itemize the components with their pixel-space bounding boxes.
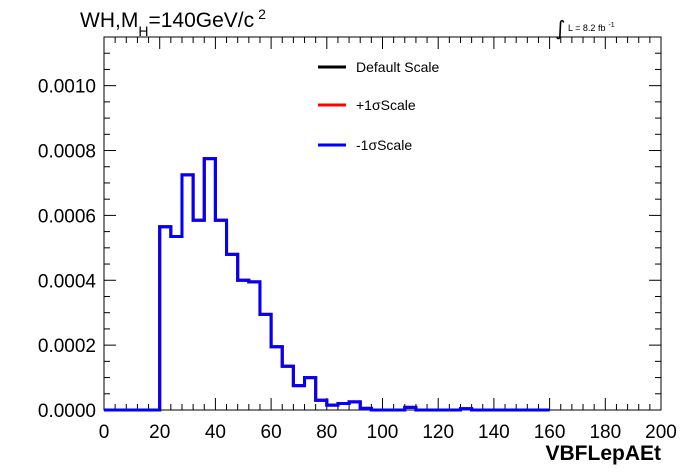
x-tick-label: 80	[316, 422, 337, 443]
x-tick-label: 160	[534, 422, 566, 443]
x-tick-label: 0	[99, 422, 110, 443]
series-line-1	[104, 157, 550, 412]
y-tick-label: 0.0006	[38, 206, 96, 227]
axis-ticks	[103, 36, 662, 411]
legend: Default Scale +1σScale -1σScale	[318, 59, 439, 153]
luminosity-integral: ∫	[555, 16, 565, 40]
luminosity-label: L = 8.2 fb -1	[568, 22, 615, 33]
series-line-0	[104, 157, 550, 412]
y-tick-label: 0.0004	[38, 271, 97, 292]
legend-label: +1σScale	[356, 97, 416, 113]
x-tick-label: 40	[205, 422, 226, 443]
legend-label: -1σScale	[356, 137, 412, 153]
plot-frame	[103, 36, 662, 411]
x-tick-label: 20	[149, 422, 170, 443]
y-tick-label: 0.0000	[38, 401, 96, 422]
x-tick-label: 100	[367, 422, 399, 443]
y-tick-label: 0.0008	[38, 142, 96, 163]
x-tick-label: 180	[589, 422, 621, 443]
x-tick-label: 140	[478, 422, 510, 443]
series-group	[104, 157, 550, 412]
x-tick-labels: 0 20 40 60 80 100 120 140 160 180 200	[99, 422, 677, 443]
y-tick-labels: 0.0000 0.0002 0.0004 0.0006 0.0008 0.0010	[38, 77, 97, 422]
y-tick-label: 0.0002	[38, 336, 96, 357]
legend-label: Default Scale	[356, 59, 439, 75]
x-tick-label: 200	[645, 422, 677, 443]
y-tick-label: 0.0010	[38, 77, 96, 98]
x-axis-title: VBFLepAEt	[546, 442, 662, 465]
series-line-2	[104, 157, 550, 412]
chart-title: WH,MH=140GeV/c 2	[80, 6, 266, 39]
x-tick-label: 60	[261, 422, 282, 443]
x-tick-label: 120	[422, 422, 454, 443]
